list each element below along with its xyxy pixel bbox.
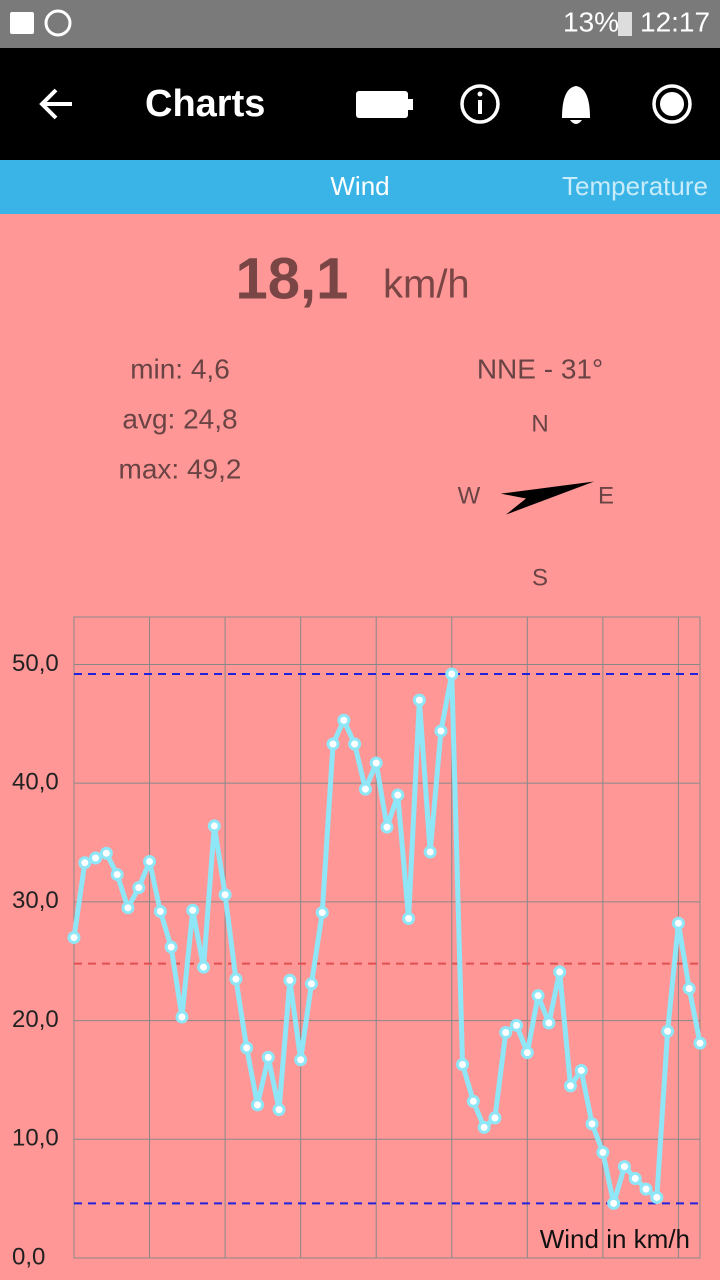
point — [628, 1171, 642, 1185]
point — [574, 1063, 588, 1077]
point — [121, 901, 135, 915]
tab[interactable]: Temperature — [562, 171, 708, 201]
point — [283, 973, 297, 987]
point — [261, 1050, 275, 1064]
point — [348, 737, 362, 751]
point — [272, 1103, 286, 1117]
info-dot — [477, 91, 483, 97]
point — [99, 846, 113, 860]
point — [240, 1041, 254, 1055]
y-tick-label: 50,0 — [12, 650, 59, 677]
point — [434, 724, 448, 738]
point — [671, 916, 685, 930]
point — [542, 1016, 556, 1030]
current-unit: km/h — [383, 263, 470, 307]
back-button[interactable] — [39, 88, 72, 120]
point — [445, 667, 459, 681]
status-bar — [0, 0, 720, 48]
point — [510, 1018, 524, 1032]
bell-button[interactable] — [562, 86, 590, 124]
point — [110, 868, 124, 882]
current-value: 18,1 — [236, 246, 349, 311]
point — [412, 693, 426, 707]
point — [639, 1182, 653, 1196]
point — [520, 1046, 534, 1060]
record-dot — [660, 92, 684, 116]
point — [358, 782, 372, 796]
point — [164, 940, 178, 954]
point — [326, 737, 340, 751]
point — [304, 977, 318, 991]
gallery-icon — [10, 12, 34, 34]
record-button[interactable] — [652, 84, 692, 124]
point — [218, 888, 232, 902]
point — [186, 903, 200, 917]
compass-n: N — [531, 410, 548, 437]
tab[interactable]: Wind — [330, 171, 389, 201]
compass-arrow — [500, 481, 595, 515]
point — [337, 713, 351, 727]
point — [650, 1190, 664, 1204]
point — [423, 845, 437, 859]
point — [607, 1196, 621, 1210]
battery-text: 13% — [563, 6, 619, 37]
stat-avg: avg: 24,8 — [122, 403, 237, 434]
point — [229, 972, 243, 986]
point — [250, 1098, 264, 1112]
point — [563, 1079, 577, 1093]
point — [585, 1117, 599, 1131]
battery-tip — [408, 99, 413, 110]
point — [617, 1160, 631, 1174]
point — [132, 881, 146, 895]
point — [553, 965, 567, 979]
point — [197, 960, 211, 974]
point — [661, 1024, 675, 1038]
legend-label: Wind in km/h — [540, 1224, 690, 1254]
point — [294, 1053, 308, 1067]
y-tick-label: 30,0 — [12, 887, 59, 914]
point — [682, 982, 696, 996]
stat-max: max: 49,2 — [119, 453, 242, 484]
time: 12:17 — [640, 6, 710, 37]
info-button[interactable] — [460, 84, 500, 124]
point — [488, 1111, 502, 1125]
point — [693, 1036, 707, 1050]
point — [315, 906, 329, 920]
point — [207, 819, 221, 833]
y-tick-label: 10,0 — [12, 1125, 59, 1152]
stat-min: min: 4,6 — [130, 353, 230, 384]
compass-e: E — [598, 482, 614, 509]
e-icon — [44, 9, 72, 37]
point — [456, 1058, 470, 1072]
app-title: Charts — [145, 83, 265, 125]
point — [78, 856, 92, 870]
compass-s: S — [532, 564, 548, 591]
info-i — [478, 100, 482, 114]
compass-w: W — [458, 482, 481, 509]
y-tick-label: 20,0 — [12, 1006, 59, 1033]
point — [380, 820, 394, 834]
battery-button[interactable] — [356, 91, 408, 118]
y-tick-label: 0,0 — [12, 1243, 45, 1270]
direction-label: NNE - 31° — [477, 353, 603, 384]
battery-icon — [618, 12, 632, 36]
point — [477, 1120, 491, 1134]
point — [143, 855, 157, 869]
point — [89, 851, 103, 865]
point — [596, 1145, 610, 1159]
point — [466, 1094, 480, 1108]
point — [175, 1010, 189, 1024]
point — [369, 756, 383, 770]
point — [499, 1025, 513, 1039]
point — [67, 931, 81, 944]
point — [402, 912, 416, 926]
point — [391, 788, 405, 802]
y-tick-label: 40,0 — [12, 769, 59, 796]
point — [153, 904, 167, 918]
tab-bar — [0, 160, 720, 214]
point — [531, 989, 545, 1003]
